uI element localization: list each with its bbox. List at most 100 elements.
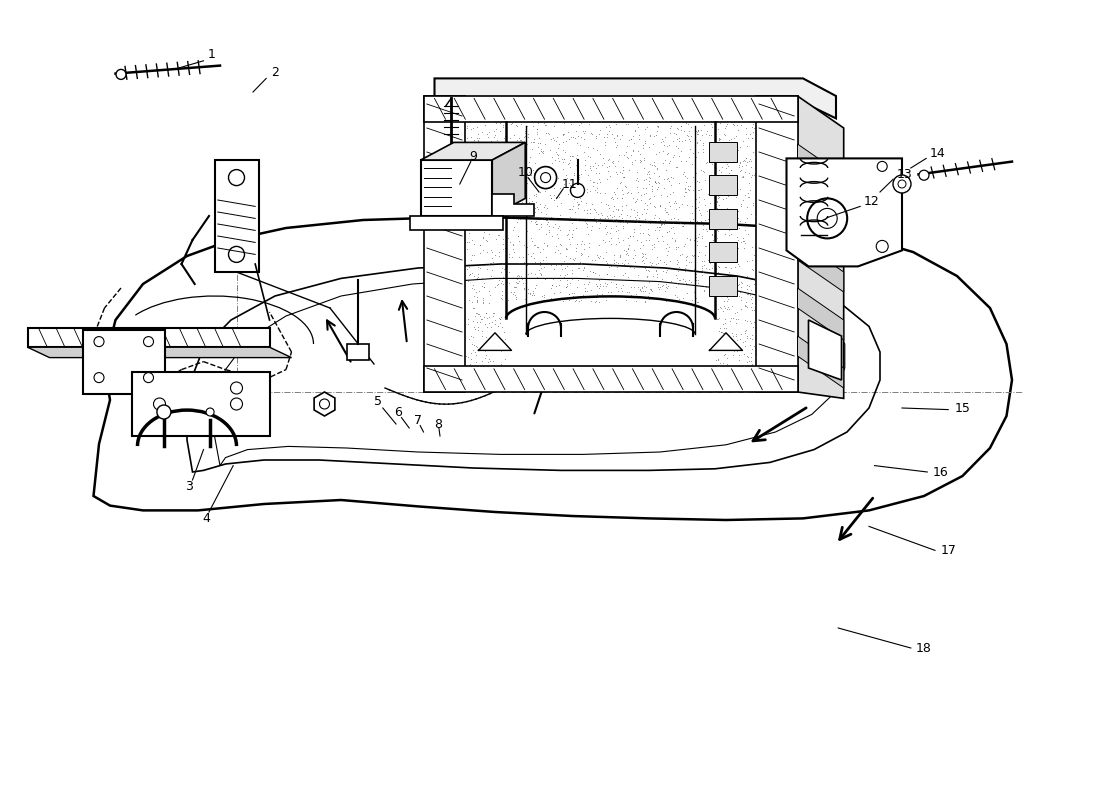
Point [673,135,691,148]
Point [685,234,703,246]
Point [626,124,644,137]
Point [660,241,678,254]
Point [661,154,679,167]
Point [704,158,722,170]
Point [733,327,750,340]
Point [636,122,653,135]
Point [629,185,647,198]
Point [739,190,757,203]
Point [627,125,645,138]
Point [720,274,738,287]
Point [463,267,481,280]
Point [711,199,728,212]
Point [495,166,513,179]
Point [738,201,756,214]
Point [619,231,637,244]
Point [675,124,693,137]
Point [722,262,739,274]
Point [694,266,712,278]
Point [531,259,549,272]
Point [485,150,503,163]
Point [701,256,718,269]
Point [638,270,656,282]
Point [537,273,554,286]
Point [531,174,549,187]
Point [598,268,616,281]
Point [598,173,616,186]
Point [508,270,526,283]
Point [596,135,614,148]
Point [621,210,639,222]
Point [641,191,659,204]
Point [544,220,562,233]
Point [458,263,475,276]
Text: 2: 2 [271,66,279,78]
Point [546,154,563,166]
Point [616,170,634,183]
Point [742,346,760,359]
Point [564,150,582,162]
Point [557,214,574,226]
Point [722,314,739,327]
Point [716,152,734,165]
Point [737,128,755,141]
Point [619,118,637,130]
Point [482,178,499,190]
Point [660,195,678,208]
Point [528,123,546,136]
Text: eurospares: eurospares [128,435,356,469]
Point [613,203,630,216]
Point [629,121,647,134]
Point [681,255,698,268]
Point [502,118,519,130]
Point [707,283,725,296]
Point [618,186,636,199]
Point [590,127,607,140]
Point [579,150,596,162]
Point [717,191,735,204]
Polygon shape [493,142,526,216]
Point [558,242,575,255]
Point [539,212,557,225]
Point [681,214,698,227]
Point [498,190,516,203]
Point [491,186,508,198]
Point [738,331,756,344]
Point [653,278,671,291]
Point [463,193,481,206]
Point [704,234,722,246]
Point [746,150,763,163]
Point [572,258,590,271]
Point [522,215,540,228]
Point [532,142,550,155]
Point [688,193,705,206]
Point [739,227,757,240]
Point [657,214,674,226]
Point [526,132,543,145]
Point [531,186,549,198]
Point [603,192,620,205]
Point [592,187,609,200]
Point [669,278,686,290]
Point [584,180,602,193]
Point [668,122,685,134]
Point [497,251,515,264]
Point [716,227,734,240]
Point [578,218,595,230]
Point [598,128,616,141]
Point [693,264,711,277]
Point [556,181,573,194]
Point [639,228,657,241]
Point [704,179,722,192]
Point [549,222,566,234]
Point [460,208,477,221]
Point [735,135,752,148]
Point [565,169,583,182]
Point [712,148,729,161]
Point [672,115,690,128]
Point [476,188,494,201]
Point [497,118,515,131]
Point [465,249,483,262]
Point [472,312,490,325]
Point [563,227,581,240]
